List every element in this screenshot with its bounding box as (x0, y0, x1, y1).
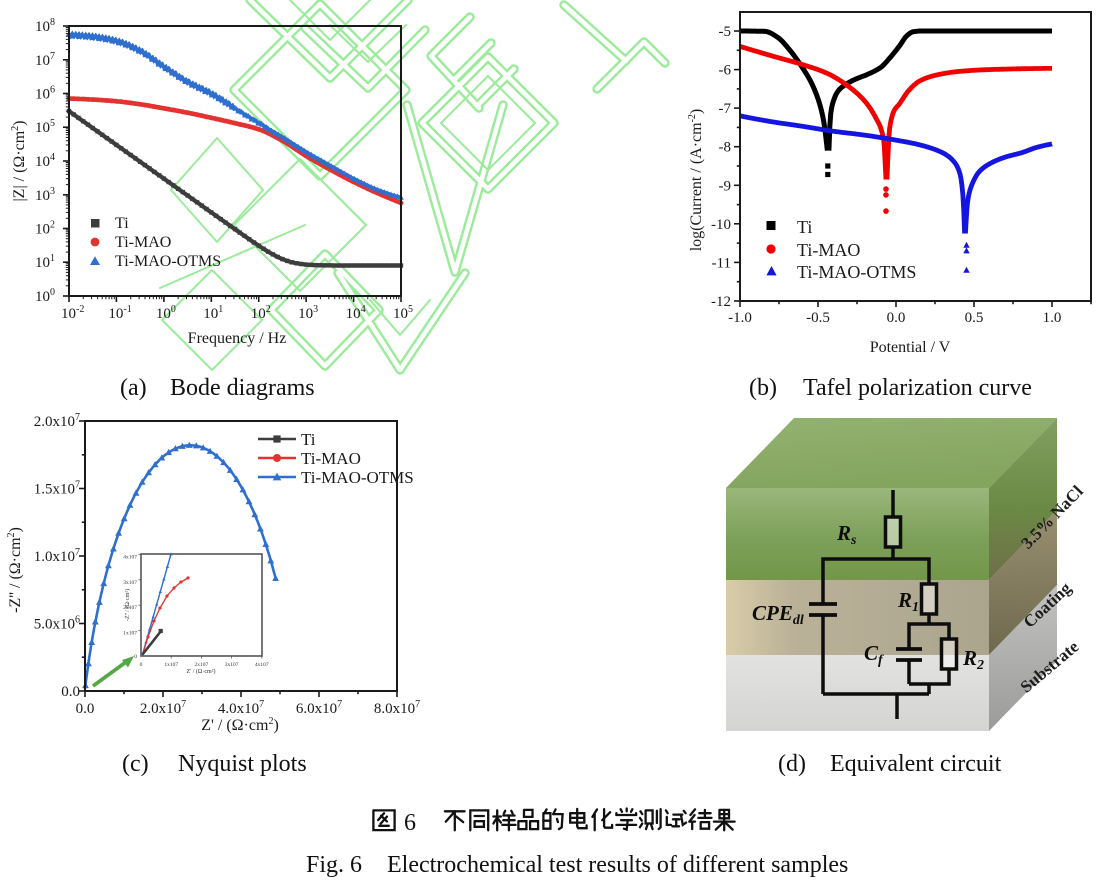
svg-text:102: 102 (251, 304, 271, 322)
svg-text:log(Current / (A·cm-2): log(Current / (A·cm-2) (687, 109, 705, 252)
svg-text:-6: -6 (719, 63, 732, 79)
svg-text:Ti-MAO: Ti-MAO (797, 240, 860, 260)
svg-text:-1.0: -1.0 (728, 310, 752, 326)
svg-text:-Z'' / (Ω·cm2): -Z'' / (Ω·cm2) (6, 527, 24, 613)
svg-text:2x107: 2x107 (195, 662, 209, 668)
svg-text:0.5: 0.5 (965, 310, 984, 326)
svg-text:Tafel polarization curve: Tafel polarization curve (803, 375, 1032, 401)
svg-text:-12: -12 (711, 294, 731, 310)
svg-text:Z' / (Ω·cm²): Z' / (Ω·cm²) (187, 668, 216, 675)
svg-text:6.0x107: 6.0x107 (296, 699, 342, 717)
svg-text:(d): (d) (778, 751, 806, 777)
svg-text:0.0: 0.0 (61, 684, 80, 700)
svg-text:-11: -11 (712, 255, 731, 271)
svg-text:-0.5: -0.5 (806, 310, 830, 326)
svg-text:3x107: 3x107 (123, 580, 137, 586)
svg-text:Electrochemical test results o: Electrochemical test results of differen… (387, 852, 848, 878)
svg-text:-Z'' / (Ω·cm²): -Z'' / (Ω·cm²) (124, 589, 131, 621)
svg-text:Ti: Ti (301, 430, 316, 449)
svg-text:1.0x107: 1.0x107 (34, 547, 80, 565)
svg-text:3x107: 3x107 (225, 662, 239, 668)
svg-text:Ti-MAO: Ti-MAO (301, 449, 361, 468)
svg-text:2.0x107: 2.0x107 (34, 412, 80, 430)
svg-text:2x107: 2x107 (123, 605, 137, 611)
svg-text:|Z| / (Ω·cm2): |Z| / (Ω·cm2) (10, 120, 28, 201)
svg-text:2.0x107: 2.0x107 (140, 699, 186, 717)
svg-text:101: 101 (203, 304, 223, 322)
svg-text:Potential / V: Potential / V (870, 339, 951, 356)
svg-text:-10: -10 (711, 217, 731, 233)
svg-text:(c): (c) (122, 751, 149, 777)
svg-text:0: 0 (134, 654, 137, 660)
svg-text:4.0x107: 4.0x107 (218, 699, 264, 717)
svg-text:-7: -7 (719, 101, 732, 117)
svg-text:1x107: 1x107 (123, 631, 137, 637)
svg-text:Ti: Ti (115, 215, 129, 232)
svg-text:6: 6 (404, 810, 416, 836)
svg-text:8.0x107: 8.0x107 (374, 699, 420, 717)
svg-text:103: 103 (298, 304, 318, 322)
svg-text:Ti: Ti (797, 217, 812, 237)
svg-text:Nyquist plots: Nyquist plots (178, 751, 307, 777)
svg-text:Bode diagrams: Bode diagrams (170, 375, 315, 401)
svg-text:0.0: 0.0 (76, 701, 95, 717)
svg-text:-8: -8 (719, 140, 732, 156)
svg-text:-9: -9 (719, 178, 732, 194)
svg-text:104: 104 (346, 304, 366, 322)
svg-text:(b): (b) (749, 375, 777, 401)
svg-text:Ti-MAO-OTMS: Ti-MAO-OTMS (301, 468, 414, 487)
svg-text:Ti-MAO: Ti-MAO (115, 234, 171, 251)
svg-text:4x107: 4x107 (255, 662, 269, 668)
svg-text:(a): (a) (120, 375, 147, 401)
svg-text:Ti-MAO-OTMS: Ti-MAO-OTMS (115, 253, 221, 270)
svg-text:100: 100 (156, 304, 176, 322)
svg-text:Equivalent circuit: Equivalent circuit (830, 751, 1002, 777)
svg-text:Ti-MAO-OTMS: Ti-MAO-OTMS (797, 262, 916, 282)
svg-text:0.0: 0.0 (887, 310, 906, 326)
svg-text:1.0: 1.0 (1043, 310, 1062, 326)
svg-text:Fig. 6: Fig. 6 (306, 852, 362, 878)
svg-text:Z' / (Ω·cm2): Z' / (Ω·cm2) (201, 716, 279, 734)
svg-text:1x107: 1x107 (164, 662, 178, 668)
svg-text:Frequency / Hz: Frequency / Hz (188, 330, 287, 347)
svg-text:0: 0 (140, 662, 143, 668)
svg-text:4x107: 4x107 (123, 554, 137, 560)
svg-text:5.0x106: 5.0x106 (34, 615, 80, 633)
svg-text:1.5x107: 1.5x107 (34, 480, 80, 498)
svg-text:-5: -5 (719, 24, 732, 40)
